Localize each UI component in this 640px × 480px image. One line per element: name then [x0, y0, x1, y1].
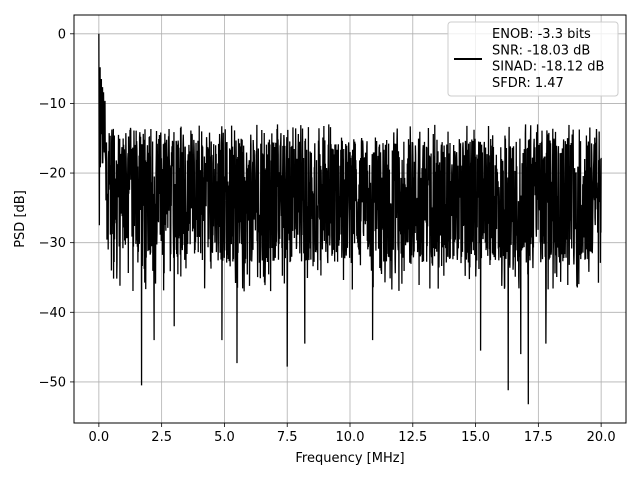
- x-tick-label: 5.0: [214, 430, 235, 445]
- ticks: 0.0 2.5 5.0 7.5 10.0 12.5 15.0 17.5 20.0 0 −10 −20 −…: [39, 27, 616, 445]
- y-tick-label: −50: [39, 375, 66, 390]
- legend-line-sinad: SINAD: -18.12 dB: [492, 60, 604, 75]
- y-axis-label: PSD [dB]: [13, 190, 28, 248]
- x-tick-label: 2.5: [151, 430, 172, 445]
- x-tick-label: 20.0: [587, 430, 616, 445]
- x-tick-label: 17.5: [524, 430, 553, 445]
- x-tick-label: 10.0: [336, 430, 365, 445]
- legend-line-sfdr: SFDR: 1.47: [492, 76, 564, 91]
- y-tick-label: −10: [39, 97, 66, 112]
- x-tick-label: 12.5: [398, 430, 427, 445]
- y-tick-label: −40: [39, 306, 66, 321]
- data-layer: [98, 33, 602, 405]
- x-tick-label: 15.0: [461, 430, 490, 445]
- psd-series-line: [98, 33, 602, 405]
- x-tick-label: 0.0: [89, 430, 110, 445]
- legend-box: [447, 21, 619, 97]
- legend-line-enob: ENOB: -3.3 bits: [492, 27, 591, 42]
- legend: ENOB: -3.3 bits SNR: -18.03 dB SINAD: -1…: [447, 21, 619, 97]
- y-tick-label: 0: [58, 27, 66, 42]
- legend-line-snr: SNR: -18.03 dB: [492, 43, 590, 58]
- y-tick-label: −30: [39, 236, 66, 251]
- x-axis-label: Frequency [MHz]: [295, 451, 404, 466]
- y-tick-label: −20: [39, 167, 66, 182]
- x-tick-label: 7.5: [277, 430, 298, 445]
